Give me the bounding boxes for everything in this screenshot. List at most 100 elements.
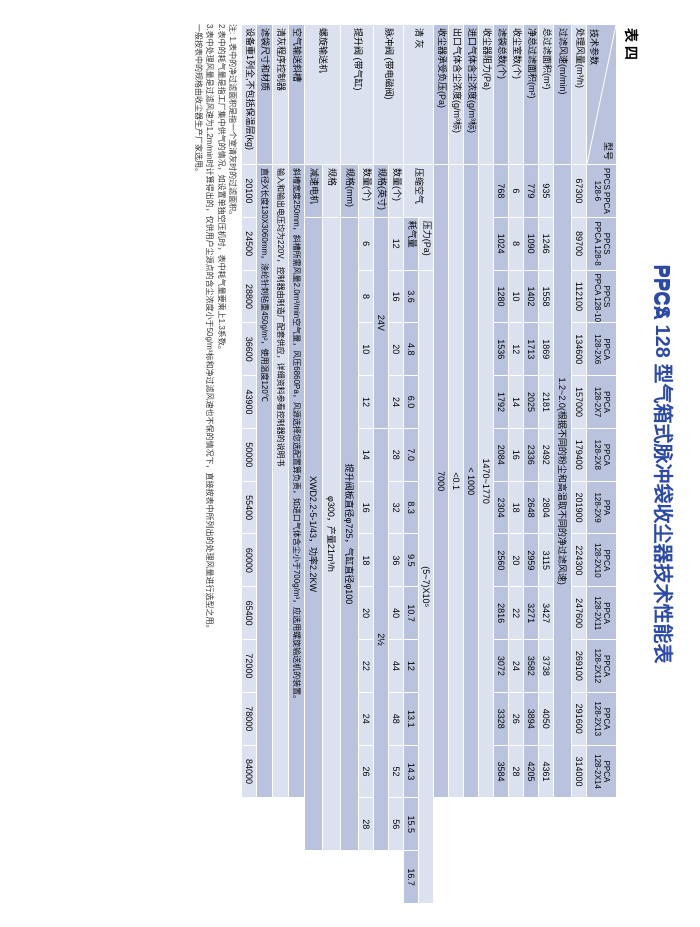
model-col: PPCA128-2X11 — [587, 586, 617, 639]
data-cell: 157000 — [572, 375, 587, 428]
sub-label: 规格 — [323, 164, 341, 217]
span-value: <0.1 — [449, 164, 464, 797]
param-label: 清灰程序控制器 — [273, 24, 289, 164]
span-value: 1470~1770 — [479, 164, 494, 797]
data-cell: 44 — [389, 639, 404, 692]
data-cell: 3894 — [524, 692, 539, 745]
data-cell: 3072 — [494, 639, 509, 692]
data-cell: 1713 — [524, 322, 539, 375]
model-col: PPCA128-2X6 — [587, 322, 617, 375]
model-col: PPA128-2X9 — [587, 481, 617, 534]
data-cell: 13.1 — [404, 692, 419, 745]
data-cell: 48 — [389, 692, 404, 745]
data-cell: 1536 — [494, 322, 509, 375]
table-row: 清 灰压缩空气压力(Pa)(5~7)X10⁵ — [419, 24, 434, 903]
data-cell: 16 — [509, 428, 524, 481]
group-label: 脉冲阀 (带电磁阀) — [374, 24, 404, 164]
span-value: 直径X长度130X3060mm，涤纶针刺毡重450g/m²，使用温度120℃ — [257, 164, 273, 797]
param-label: 过滤风速(m/min) — [554, 24, 572, 164]
data-cell: 2336 — [524, 428, 539, 481]
span-value: 24V — [374, 217, 389, 428]
param-label: 滤袋总数(个) — [494, 24, 509, 164]
data-cell: 24 — [389, 375, 404, 428]
data-cell: 10 — [509, 270, 524, 323]
data-cell: 201900 — [572, 481, 587, 534]
model-col: PPCA128-2X10 — [587, 533, 617, 586]
param-label: 总过滤面积(m²) — [539, 24, 554, 164]
table-row: 收尘室数(个)6810121416182022242628 — [509, 24, 524, 903]
data-cell: 8 — [359, 270, 374, 323]
sub-label: 数量(个) — [389, 164, 404, 217]
data-cell: 28 — [509, 745, 524, 798]
data-cell: 1024 — [494, 217, 509, 270]
data-cell: 72000 — [242, 639, 257, 692]
model-col: PPCA128-2X12 — [587, 639, 617, 692]
data-cell: 16 — [389, 270, 404, 323]
sub-label: 规格(mm) — [341, 164, 359, 217]
data-cell: 16 — [359, 481, 374, 534]
model-col: PPCSPPCA 128-10 — [587, 270, 617, 323]
span-value: 斜槽宽度250mm，斜槽所需风量2.0m³/min空气量，风压6860Pa，风源… — [289, 164, 305, 797]
data-cell: 7.0 — [404, 428, 419, 481]
data-cell: 4361 — [539, 745, 554, 798]
data-cell: 2959 — [524, 533, 539, 586]
data-cell: 9.5 — [404, 533, 419, 586]
table-row: 滤袋尺寸和材质直径X长度130X3060mm，涤纶针刺毡重450g/m²，使用温… — [257, 24, 273, 903]
data-cell: 10.7 — [404, 586, 419, 639]
data-cell: 269100 — [572, 639, 587, 692]
table-row: 收尘器承受负压(Pa)7000 — [434, 24, 449, 903]
data-cell: 1280 — [494, 270, 509, 323]
data-cell: 12 — [389, 217, 404, 270]
data-cell: 36600 — [242, 322, 257, 375]
data-cell: 2025 — [524, 375, 539, 428]
data-cell: 779 — [524, 164, 539, 217]
sub-label: 数量(个) — [359, 164, 374, 217]
data-cell: 2648 — [524, 481, 539, 534]
data-cell: 2560 — [494, 533, 509, 586]
table-row: 出口气体含尘浓度(g/m³标)<0.1 — [449, 24, 464, 903]
table-row: 过滤风速(m/min)1.2~2.0(根据不同的粉尘和高温取不同的净过滤风速) — [554, 24, 572, 903]
sub-label: 规格(英寸) — [374, 164, 389, 217]
model-col: PPCS PPCA128-6 — [587, 164, 617, 217]
footnotes: 注: 1.表中的净过滤面积是指一个室清灰时的过滤面积。 2.表中的耗气量是指工厂… — [192, 24, 237, 904]
data-cell: 20100 — [242, 164, 257, 217]
sub-label: 耗气量 — [404, 217, 419, 270]
span-value: 7000 — [434, 164, 449, 797]
table-row: 脉冲阀 (带电磁阀)数量(个)121620242832364044485256 — [389, 24, 404, 903]
model-col: PPCA128-2X14 — [587, 745, 617, 798]
data-cell: 8 — [509, 217, 524, 270]
data-cell: 36 — [389, 533, 404, 586]
data-cell: 26 — [509, 692, 524, 745]
table-row: 收尘器阻力(Pa)1470~1770 — [479, 24, 494, 903]
data-cell: 2492 — [539, 428, 554, 481]
param-label: 处理风量(m³/h) — [572, 24, 587, 164]
data-cell: 43900 — [242, 375, 257, 428]
data-cell: 2816 — [494, 586, 509, 639]
data-cell: 1558 — [539, 270, 554, 323]
data-cell: 14.3 — [404, 745, 419, 798]
data-cell: 935 — [539, 164, 554, 217]
data-cell: 24500 — [242, 217, 257, 270]
data-cell: 28 — [359, 797, 374, 850]
param-label: 空气输送斜槽 — [289, 24, 305, 164]
param-label: 设备重1列全,不包括保温层(kg) — [242, 24, 257, 164]
span-value: 2½ — [374, 428, 389, 850]
data-cell: 78000 — [242, 692, 257, 745]
data-cell: 24 — [509, 639, 524, 692]
data-cell: 22 — [359, 639, 374, 692]
model-col: PPCSPPCA 128-8 — [587, 217, 617, 270]
data-cell: 6 — [509, 164, 524, 217]
model-col: PPCA128-2X13 — [587, 692, 617, 745]
span-value: 1.2~2.0(根据不同的粉尘和高温取不同的净过滤风速) — [554, 164, 572, 797]
data-cell: 20 — [359, 586, 374, 639]
data-cell: 179400 — [572, 428, 587, 481]
table-label: 表 四 — [621, 28, 641, 904]
data-cell: 3582 — [524, 639, 539, 692]
data-cell: 1869 — [539, 322, 554, 375]
header-diag-cell: 型号 技术参数 — [587, 24, 617, 164]
note-line: 3.表中处理风量是过滤风速为1.2m/min时计算得出的，仅供用户尘源点的含尘浓… — [204, 24, 214, 904]
data-cell: 12 — [404, 639, 419, 692]
data-cell: 314000 — [572, 745, 587, 798]
param-label: 收尘室数(个) — [509, 24, 524, 164]
data-cell: 65400 — [242, 586, 257, 639]
